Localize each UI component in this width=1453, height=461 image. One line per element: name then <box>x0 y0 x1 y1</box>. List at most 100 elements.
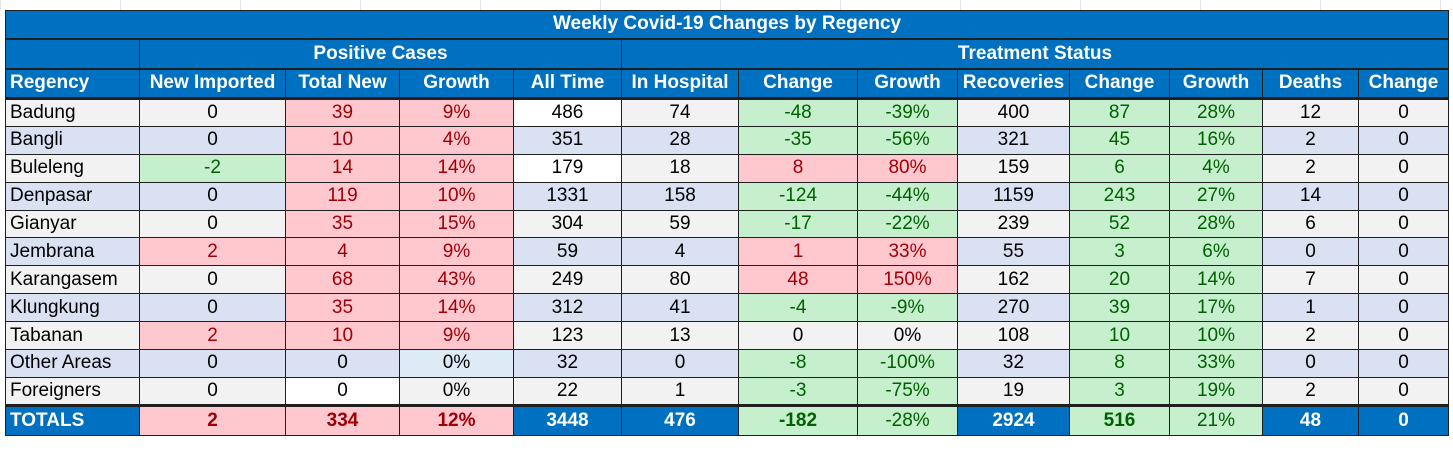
cell-all-time[interactable]: 59 <box>513 237 622 267</box>
cell-deaths-change[interactable]: 0 <box>1357 321 1450 351</box>
cell-new-imported[interactable]: 0 <box>139 125 286 155</box>
cell-hospital-growth[interactable]: -22% <box>857 209 958 239</box>
cell-deaths[interactable]: 2 <box>1262 125 1359 155</box>
cell-hospital-change[interactable]: -3 <box>738 376 858 406</box>
cell-positive-growth[interactable]: 9% <box>399 98 514 127</box>
cell-recoveries-growth[interactable]: 14% <box>1169 265 1263 295</box>
cell-all-time[interactable]: 179 <box>513 153 622 183</box>
cell-hospital-change[interactable]: 8 <box>738 153 858 183</box>
cell-recoveries-growth[interactable]: 4% <box>1169 153 1263 183</box>
cell-deaths[interactable]: 1 <box>1262 293 1359 323</box>
cell-new-imported[interactable]: 0 <box>139 265 286 295</box>
cell-recoveries[interactable]: 162 <box>957 265 1070 295</box>
cell-hospital-change[interactable]: -17 <box>738 209 858 239</box>
cell-recoveries-growth[interactable]: 33% <box>1169 349 1263 378</box>
cell-regency[interactable]: Klungkung <box>5 293 140 323</box>
cell-deaths[interactable]: 2 <box>1262 153 1359 183</box>
cell-deaths[interactable]: 12 <box>1262 98 1359 127</box>
cell-hospital-change[interactable]: -35 <box>738 125 858 155</box>
cell-recoveries[interactable]: 108 <box>957 321 1070 351</box>
cell-hospital-growth[interactable]: 33% <box>857 237 958 267</box>
total-deaths-change[interactable]: 0 <box>1357 403 1450 436</box>
cell-regency[interactable]: Other Areas <box>5 349 140 378</box>
cell-positive-growth[interactable]: 14% <box>399 153 514 183</box>
cell-hospital-growth[interactable]: 0% <box>857 321 958 351</box>
cell-hospital-change[interactable]: -4 <box>738 293 858 323</box>
cell-positive-growth[interactable]: 4% <box>399 125 514 155</box>
cell-deaths-change[interactable]: 0 <box>1357 153 1450 183</box>
header-regency[interactable]: Regency <box>5 68 140 100</box>
cell-recoveries-change[interactable]: 6 <box>1069 153 1170 183</box>
cell-hospital-growth[interactable]: 150% <box>857 265 958 295</box>
cell-regency[interactable]: Karangasem <box>5 265 140 295</box>
cell-hospital-growth[interactable]: -75% <box>857 376 958 406</box>
cell-all-time[interactable]: 123 <box>513 321 622 351</box>
cell-positive-growth[interactable]: 14% <box>399 293 514 323</box>
total-recoveries-growth[interactable]: 21% <box>1169 403 1263 436</box>
cell-in-hospital[interactable]: 13 <box>621 321 739 351</box>
cell-recoveries-change[interactable]: 243 <box>1069 181 1170 211</box>
cell-new-imported[interactable]: 2 <box>139 237 286 267</box>
cell-recoveries-growth[interactable]: 19% <box>1169 376 1263 406</box>
cell-total-new[interactable]: 0 <box>285 349 400 378</box>
header-deaths[interactable]: Deaths <box>1262 68 1359 100</box>
cell-deaths-change[interactable]: 0 <box>1357 209 1450 239</box>
total-deaths[interactable]: 48 <box>1262 403 1359 436</box>
cell-total-new[interactable]: 14 <box>285 153 400 183</box>
cell-regency[interactable]: Denpasar <box>5 181 140 211</box>
cell-positive-growth[interactable]: 0% <box>399 376 514 406</box>
cell-positive-growth[interactable]: 10% <box>399 181 514 211</box>
cell-recoveries[interactable]: 159 <box>957 153 1070 183</box>
cell-positive-growth[interactable]: 0% <box>399 349 514 378</box>
cell-new-imported[interactable]: 0 <box>139 349 286 378</box>
cell-all-time[interactable]: 351 <box>513 125 622 155</box>
cell-recoveries-change[interactable]: 52 <box>1069 209 1170 239</box>
total-all-time[interactable]: 3448 <box>513 403 622 436</box>
cell-recoveries-growth[interactable]: 16% <box>1169 125 1263 155</box>
header-recoveries[interactable]: Recoveries <box>957 68 1070 100</box>
header-hospital-growth[interactable]: Growth <box>857 68 958 100</box>
cell-hospital-growth[interactable]: -39% <box>857 98 958 127</box>
cell-total-new[interactable]: 4 <box>285 237 400 267</box>
cell-hospital-change[interactable]: 1 <box>738 237 858 267</box>
cell-deaths-change[interactable]: 0 <box>1357 349 1450 378</box>
cell-recoveries-growth[interactable]: 27% <box>1169 181 1263 211</box>
cell-total-new[interactable]: 10 <box>285 125 400 155</box>
cell-deaths[interactable]: 0 <box>1262 237 1359 267</box>
cell-deaths[interactable]: 6 <box>1262 209 1359 239</box>
cell-total-new[interactable]: 0 <box>285 376 400 406</box>
total-in-hospital[interactable]: 476 <box>621 403 739 436</box>
cell-deaths-change[interactable]: 0 <box>1357 376 1450 406</box>
cell-all-time[interactable]: 249 <box>513 265 622 295</box>
cell-all-time[interactable]: 304 <box>513 209 622 239</box>
cell-recoveries[interactable]: 400 <box>957 98 1070 127</box>
cell-deaths[interactable]: 7 <box>1262 265 1359 295</box>
cell-deaths-change[interactable]: 0 <box>1357 265 1450 295</box>
cell-new-imported[interactable]: 0 <box>139 293 286 323</box>
cell-positive-growth[interactable]: 43% <box>399 265 514 295</box>
cell-new-imported[interactable]: 2 <box>139 321 286 351</box>
cell-deaths-change[interactable]: 0 <box>1357 293 1450 323</box>
header-new-imported[interactable]: New Imported <box>139 68 286 100</box>
cell-total-new[interactable]: 39 <box>285 98 400 127</box>
header-all-time[interactable]: All Time <box>513 68 622 100</box>
cell-recoveries[interactable]: 1159 <box>957 181 1070 211</box>
cell-new-imported[interactable]: -2 <box>139 153 286 183</box>
cell-deaths-change[interactable]: 0 <box>1357 125 1450 155</box>
cell-regency[interactable]: Foreigners <box>5 376 140 406</box>
cell-recoveries-change[interactable]: 10 <box>1069 321 1170 351</box>
cell-recoveries-change[interactable]: 3 <box>1069 376 1170 406</box>
cell-in-hospital[interactable]: 4 <box>621 237 739 267</box>
cell-recoveries-growth[interactable]: 28% <box>1169 98 1263 127</box>
cell-in-hospital[interactable]: 18 <box>621 153 739 183</box>
cell-positive-growth[interactable]: 9% <box>399 321 514 351</box>
cell-hospital-growth[interactable]: 80% <box>857 153 958 183</box>
cell-hospital-change[interactable]: 0 <box>738 321 858 351</box>
cell-hospital-growth[interactable]: -100% <box>857 349 958 378</box>
cell-regency[interactable]: Jembrana <box>5 237 140 267</box>
header-deaths-change[interactable]: Change <box>1357 68 1450 100</box>
cell-deaths[interactable]: 0 <box>1262 349 1359 378</box>
cell-recoveries-change[interactable]: 8 <box>1069 349 1170 378</box>
cell-hospital-change[interactable]: -48 <box>738 98 858 127</box>
cell-total-new[interactable]: 35 <box>285 209 400 239</box>
